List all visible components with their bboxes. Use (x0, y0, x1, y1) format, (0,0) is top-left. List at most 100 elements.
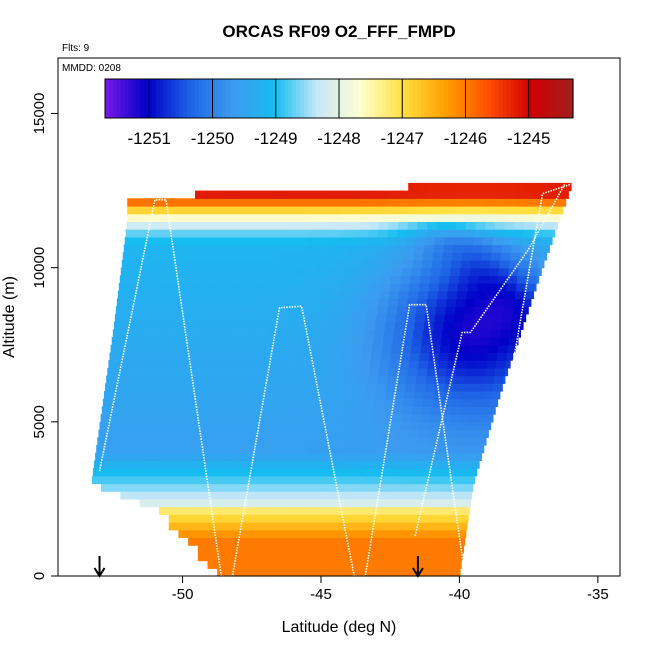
heat-cell (161, 252, 172, 261)
heat-cell (193, 375, 204, 384)
heat-cell (255, 414, 266, 423)
heat-cell (407, 367, 418, 377)
heat-cell (368, 437, 379, 446)
heat-cell (210, 321, 222, 330)
heat-cell (237, 267, 248, 276)
heat-cell (381, 529, 393, 539)
heat-cell (133, 321, 144, 330)
heat-cell (301, 198, 312, 207)
heat-cell (381, 275, 392, 284)
heat-cell (493, 306, 505, 315)
heat-cell (181, 244, 193, 253)
heat-cell (213, 367, 225, 377)
heat-cell (377, 229, 388, 238)
heat-cell (195, 190, 206, 199)
heat-cell (310, 221, 322, 230)
colorbar-segment (163, 79, 168, 118)
heat-cell (209, 468, 220, 477)
heat-cell (454, 375, 466, 384)
heat-cell (313, 414, 325, 423)
heat-cell (250, 313, 261, 323)
heat-cell (127, 206, 138, 215)
heat-cell (190, 398, 201, 408)
heat-cell (437, 182, 448, 192)
heat-cell (233, 367, 244, 377)
heat-cell (343, 498, 354, 508)
heat-cell (201, 452, 212, 461)
heat-cell (217, 545, 228, 554)
heat-cell (110, 483, 121, 492)
heat-cell (207, 552, 218, 562)
heat-cell (252, 437, 263, 446)
heat-cell (425, 444, 436, 454)
heat-cell (343, 537, 354, 546)
heat-cell (299, 306, 311, 315)
heat-cell (320, 221, 331, 230)
heat-cell (335, 252, 347, 261)
colorbar-tick-label: -1249 (254, 129, 297, 148)
heat-cell (378, 437, 389, 446)
colorbar-segment (268, 79, 274, 118)
heat-cell (475, 367, 486, 377)
heat-cell (342, 414, 354, 423)
heat-cell (323, 506, 335, 515)
heat-cell (386, 383, 397, 392)
heat-cell (129, 344, 141, 354)
heat-cell (294, 522, 305, 531)
heat-cell (285, 344, 296, 354)
heat-cell (281, 221, 293, 230)
heat-cell (427, 290, 439, 300)
heat-cell (390, 283, 401, 292)
heat-cell (328, 236, 339, 246)
colorbar-segment (409, 79, 414, 118)
heat-cell (186, 421, 198, 431)
heat-cell (159, 406, 171, 415)
colorbar-segment (272, 79, 278, 118)
heat-cell (187, 275, 198, 284)
heat-cell (404, 460, 415, 469)
heat-cell (91, 475, 103, 485)
heat-cell (409, 421, 420, 431)
heat-cell (334, 259, 346, 269)
heat-cell (166, 290, 177, 300)
heat-cell (194, 367, 205, 377)
heat-cell (457, 283, 469, 292)
heat-cell (280, 375, 291, 384)
heat-cell (123, 460, 134, 469)
heat-cell (356, 244, 367, 253)
heat-cell (395, 244, 406, 253)
heat-cell (410, 522, 422, 531)
heat-cell (255, 560, 267, 569)
heat-cell (434, 313, 445, 323)
heat-cell (418, 290, 429, 300)
heat-cell (440, 475, 451, 485)
heat-cell (466, 360, 478, 369)
heat-cell (409, 352, 421, 361)
colorbar-segment (284, 79, 289, 118)
heat-cell (391, 537, 402, 546)
colorbar-segment (565, 79, 570, 118)
heat-cell (334, 337, 345, 346)
heat-cell (241, 306, 253, 315)
heat-cell (169, 267, 180, 276)
heat-cell (298, 383, 310, 392)
heat-cell (191, 452, 203, 461)
heat-cell (416, 306, 427, 315)
heat-cell (514, 221, 525, 230)
heat-cell (240, 244, 251, 253)
heat-cell (379, 198, 390, 207)
heat-cell (285, 529, 296, 539)
heat-cell (213, 437, 224, 446)
heat-cell (155, 437, 166, 446)
heat-cell (333, 506, 344, 515)
heat-cell (159, 344, 170, 354)
heat-cell (401, 560, 412, 569)
heat-cell (372, 475, 384, 485)
heat-cell (233, 221, 244, 230)
heat-cell (407, 298, 418, 307)
heat-cell (343, 475, 354, 485)
heat-cell (301, 190, 312, 199)
heat-cell (366, 383, 377, 392)
heat-cell (193, 444, 204, 454)
heat-cell (323, 568, 335, 577)
